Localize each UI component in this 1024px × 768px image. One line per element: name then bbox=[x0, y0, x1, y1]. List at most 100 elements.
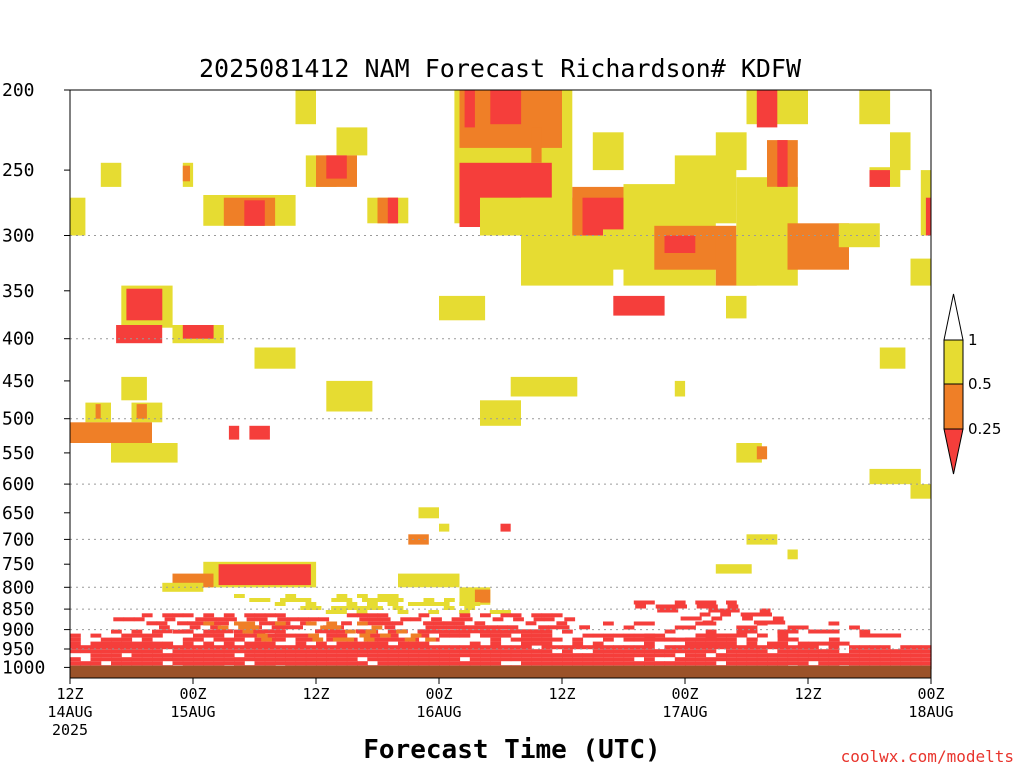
ri-cell bbox=[644, 645, 655, 650]
ri-cell bbox=[226, 617, 237, 622]
ri-cell bbox=[695, 621, 707, 626]
ri-cell bbox=[500, 657, 512, 662]
ri-cell bbox=[644, 637, 656, 642]
y-tick-label: 400 bbox=[2, 329, 35, 350]
ri-cell bbox=[711, 616, 723, 621]
ri-cell bbox=[244, 621, 256, 626]
ri-cell bbox=[346, 661, 358, 666]
ri-cell bbox=[244, 633, 256, 638]
ri-cell bbox=[558, 625, 570, 630]
ri-cell bbox=[633, 621, 645, 626]
ri-cell bbox=[890, 132, 911, 171]
ri-cell bbox=[308, 617, 319, 622]
ri-cell bbox=[377, 641, 389, 646]
ri-cell bbox=[890, 657, 901, 662]
ri-cell bbox=[920, 661, 932, 666]
ri-cell bbox=[428, 653, 440, 658]
ri-cell bbox=[152, 653, 163, 658]
ri-cell bbox=[705, 637, 717, 642]
ri-cell bbox=[346, 657, 358, 662]
ri-cell bbox=[264, 641, 276, 646]
credit-link[interactable]: coolwx.com/modelts bbox=[841, 747, 1014, 766]
ri-cell bbox=[264, 653, 276, 658]
ri-cell bbox=[156, 621, 168, 626]
ri-cell bbox=[828, 661, 840, 666]
ri-cell bbox=[592, 649, 604, 654]
ri-cell bbox=[772, 616, 784, 621]
ri-cell bbox=[449, 661, 461, 666]
y-tick-label: 950 bbox=[2, 639, 35, 660]
ri-cell bbox=[408, 657, 420, 662]
ri-cell bbox=[244, 653, 256, 658]
ri-cell bbox=[756, 649, 768, 654]
ri-cell bbox=[275, 629, 286, 634]
x-tick-label: 17AUG bbox=[662, 703, 707, 721]
ri-cell bbox=[213, 649, 225, 654]
ri-cell bbox=[667, 608, 679, 613]
ri-cell bbox=[341, 621, 352, 626]
ri-cell bbox=[787, 649, 799, 654]
ri-cell bbox=[141, 637, 153, 642]
ri-cell bbox=[633, 661, 645, 666]
ri-cell bbox=[213, 633, 225, 638]
ri-cell bbox=[203, 613, 215, 618]
ri-cell bbox=[623, 637, 635, 642]
ri-cell bbox=[828, 641, 840, 646]
ri-cell bbox=[633, 633, 645, 638]
ri-cell bbox=[695, 645, 707, 650]
ri-cell bbox=[449, 653, 461, 658]
ri-cell bbox=[308, 633, 319, 638]
ri-cell bbox=[838, 641, 850, 646]
ri-cell bbox=[377, 613, 389, 618]
ri-cell bbox=[756, 661, 768, 666]
ri-cell bbox=[715, 653, 727, 658]
ri-cell bbox=[705, 645, 717, 650]
ri-cell bbox=[808, 629, 819, 634]
ri-cell bbox=[193, 645, 204, 650]
ri-cell bbox=[371, 625, 383, 630]
ri-cell bbox=[777, 140, 788, 187]
ri-cell bbox=[162, 613, 174, 618]
ri-cell bbox=[203, 621, 215, 626]
y-tick-label: 600 bbox=[2, 474, 35, 495]
x-tick-label: 14AUG bbox=[47, 703, 92, 721]
ri-cell bbox=[152, 641, 163, 646]
y-tick-label: 900 bbox=[2, 620, 35, 641]
ri-cell bbox=[521, 657, 532, 662]
ri-cell bbox=[261, 637, 272, 642]
ri-cell bbox=[746, 653, 758, 658]
ri-cell bbox=[379, 617, 391, 622]
ri-cell bbox=[439, 295, 486, 321]
ri-cell bbox=[316, 661, 327, 666]
ri-cell bbox=[316, 657, 327, 662]
ri-cell bbox=[295, 661, 307, 666]
ri-cell bbox=[828, 621, 840, 626]
ri-cell bbox=[551, 645, 563, 650]
ri-cell bbox=[480, 661, 491, 666]
ri-cell bbox=[736, 653, 748, 658]
ri-cell bbox=[572, 653, 584, 658]
y-axis: 200 250 300 350 400 450 500 550 600 650 700 7508008… bbox=[2, 80, 70, 678]
x-tick-label: 18AUG bbox=[908, 703, 953, 721]
ri-cell bbox=[480, 653, 491, 658]
ri-cell bbox=[726, 633, 738, 638]
ri-cell bbox=[410, 633, 422, 638]
ri-cell bbox=[613, 645, 625, 650]
ri-cell bbox=[869, 170, 890, 187]
ri-cell bbox=[331, 598, 343, 602]
ri-cell bbox=[480, 649, 491, 654]
ri-cell bbox=[849, 625, 860, 630]
ri-cell bbox=[777, 657, 789, 662]
ri-cell bbox=[900, 657, 912, 662]
ri-cell bbox=[592, 645, 604, 650]
ri-cell bbox=[377, 637, 389, 642]
ri-cell bbox=[521, 629, 532, 634]
ri-cell bbox=[664, 653, 676, 658]
ri-cell bbox=[396, 629, 407, 634]
ri-cell bbox=[480, 657, 491, 662]
ri-cell bbox=[357, 594, 368, 598]
ri-cell bbox=[900, 653, 912, 658]
ri-cell bbox=[377, 657, 389, 662]
ri-cell bbox=[787, 653, 799, 658]
